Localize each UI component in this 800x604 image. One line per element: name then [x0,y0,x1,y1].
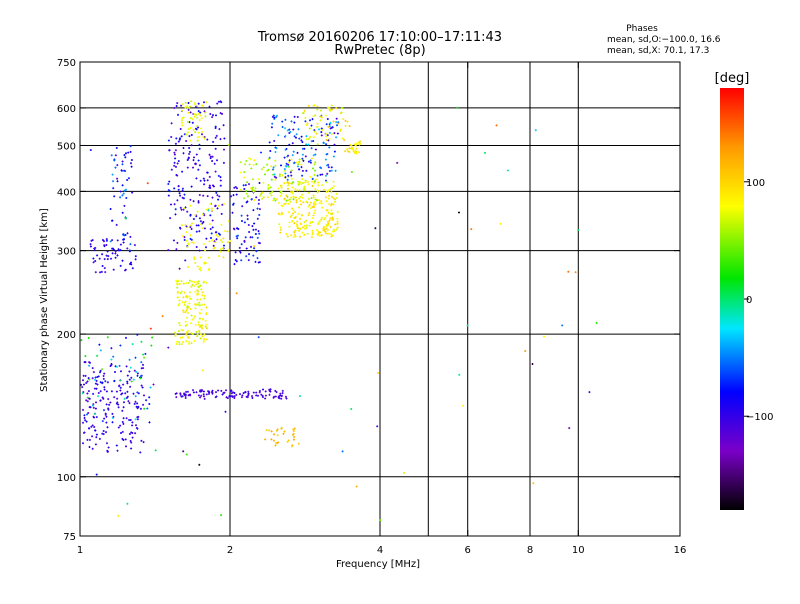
phases-legend-title: Phases [626,24,658,34]
y-axis-label: Stationary phase Virtual Height [km] [39,208,50,392]
y-tick-label: 500 [57,141,76,152]
y-tick-label: 300 [57,247,76,258]
x-tick-label: 4 [377,545,383,556]
x-axis-label: Frequency [MHz] [336,559,420,570]
y-tick-label: 600 [57,104,76,115]
x-tick-label: 6 [465,545,471,556]
x-tick-label: 16 [674,545,687,556]
phases-legend-line-x: mean, sd,X: 70.1, 17.3 [607,46,709,56]
colorbar-tick-label: −100 [746,412,773,423]
y-tick-label: 75 [63,532,76,543]
y-tick-label: 100 [57,473,76,484]
colorbar-label: [deg] [715,71,750,86]
y-tick-label: 400 [57,187,76,198]
chart-subtitle: RwPretec (8p) [334,43,425,58]
phases-legend-line-o: mean, sd,O:−100.0, 16.6 [607,35,721,45]
colorbar-ticks: −100 0 100 [744,178,773,423]
colorbar [720,88,744,510]
x-tick-label: 8 [527,545,533,556]
grid-lines [80,62,680,536]
y-axis-ticks: 75 100 200 300 400 500 600 750 [57,58,680,543]
chart-title: Tromsø 20160206 17:10:00–17:11:43 [257,30,502,45]
x-tick-label: 1 [77,545,83,556]
y-tick-label: 750 [57,58,76,69]
x-tick-label: 10 [572,545,585,556]
colorbar-tick-label: 0 [746,295,752,306]
x-axis-ticks: 1 2 4 6 8 10 16 [77,62,687,556]
data-points [80,100,598,522]
y-tick-label: 200 [57,330,76,341]
colorbar-tick-label: 100 [746,178,765,189]
x-tick-label: 2 [227,545,233,556]
